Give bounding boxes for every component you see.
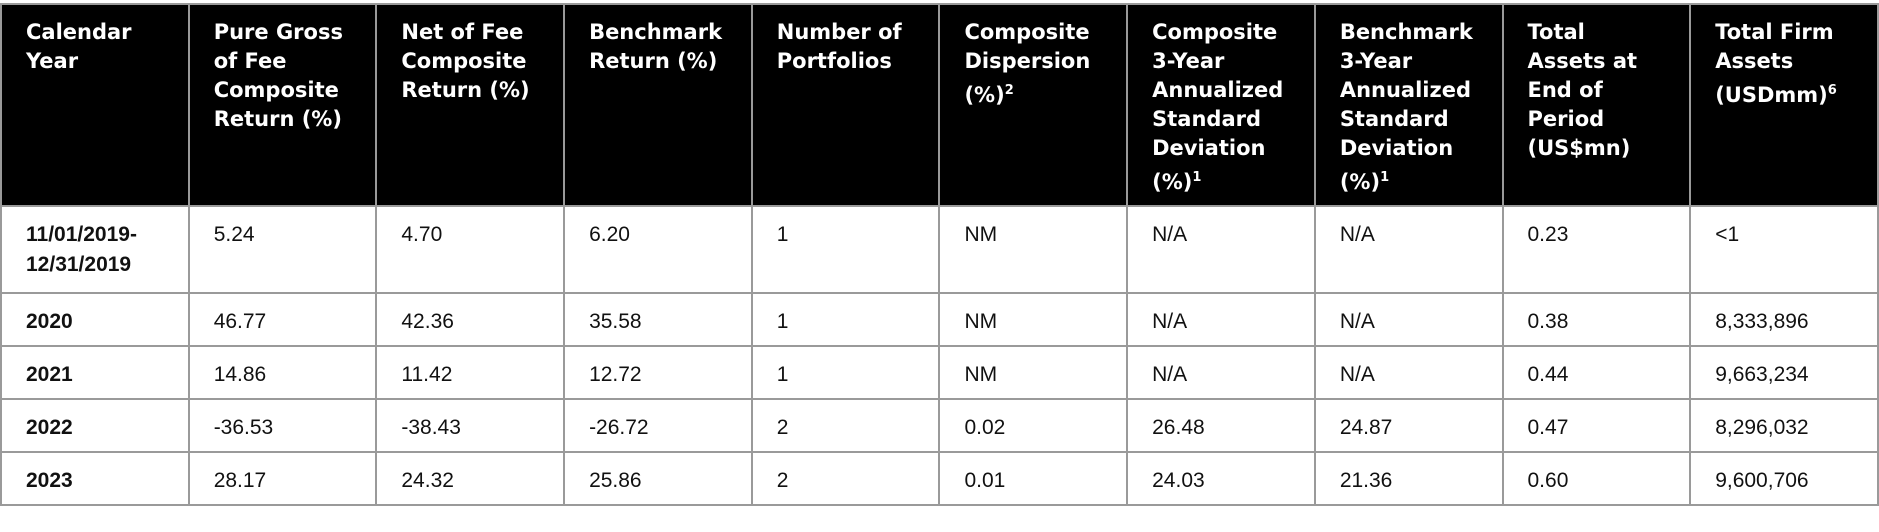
header-text: Total Firm Assets (USDmm) (1715, 20, 1834, 107)
performance-table: Calendar Year Pure Gross of Fee Composite… (0, 3, 1879, 506)
header-row: Calendar Year Pure Gross of Fee Composite… (0, 3, 1879, 207)
value-cell: 1 (750, 205, 941, 294)
footnote-ref: 1 (1380, 170, 1390, 185)
value-cell: NM (938, 205, 1129, 294)
header-text: Pure Gross of Fee Composite Return (%) (213, 20, 343, 131)
table-row: 11/01/2019-12/31/2019 5.24 4.70 6.20 1 NM N/A N… (0, 205, 1879, 294)
header-text: Benchmark 3-Year Annualized Standard Dev… (1339, 20, 1473, 194)
year-cell: 2022 (0, 398, 190, 453)
header-text: Composite 3-Year Annualized Standard Dev… (1152, 20, 1284, 194)
table-header: Calendar Year Pure Gross of Fee Composite… (0, 3, 1879, 207)
header-text: Calendar Year (26, 20, 132, 73)
value-cell: 0.60 (1501, 451, 1692, 506)
value-cell: -26.72 (563, 398, 753, 453)
value-cell: -36.53 (187, 398, 378, 453)
value-cell: 26.48 (1126, 398, 1316, 453)
value-cell: N/A (1313, 205, 1504, 294)
header-cell: Benchmark Return (%) (563, 3, 753, 207)
table-row: 2021 14.86 11.42 12.72 1 NM N/A N/A 0.44 9,663,23… (0, 345, 1879, 400)
value-cell: 9,600,706 (1689, 451, 1879, 506)
table-row: 2023 28.17 24.32 25.86 2 0.01 24.03 21.36 0.60 9,… (0, 451, 1879, 506)
value-cell: 25.86 (563, 451, 753, 506)
header-cell: Benchmark 3-Year Annualized Standard Dev… (1313, 3, 1504, 207)
value-cell: 5.24 (187, 205, 378, 294)
value-cell: 35.58 (563, 292, 753, 347)
value-cell: 8,296,032 (1689, 398, 1879, 453)
header-cell: Number of Portfolios (750, 3, 941, 207)
value-cell: 0.38 (1501, 292, 1692, 347)
value-cell: <1 (1689, 205, 1879, 294)
header-text: Total Assets at End of Period (US$mn) (1527, 20, 1638, 160)
value-cell: 2 (750, 398, 941, 453)
value-cell: 14.86 (187, 345, 378, 400)
value-cell: 1 (750, 345, 941, 400)
value-cell: 0.47 (1501, 398, 1692, 453)
value-cell: 42.36 (375, 292, 566, 347)
header-cell: Composite 3-Year Annualized Standard Dev… (1126, 3, 1316, 207)
value-cell: 0.02 (938, 398, 1129, 453)
header-text: Benchmark Return (%) (589, 20, 723, 73)
table-body: 11/01/2019-12/31/2019 5.24 4.70 6.20 1 NM N/A N… (0, 205, 1879, 506)
value-cell: N/A (1126, 205, 1316, 294)
page: Calendar Year Pure Gross of Fee Composite… (0, 3, 1879, 532)
header-cell: Pure Gross of Fee Composite Return (%) (187, 3, 378, 207)
value-cell: N/A (1313, 345, 1504, 400)
year-cell: 2020 (0, 292, 190, 347)
value-cell: NM (938, 345, 1129, 400)
value-cell: 2 (750, 451, 941, 506)
value-cell: 28.17 (187, 451, 378, 506)
value-cell: 24.03 (1126, 451, 1316, 506)
table-row: 2022 -36.53 -38.43 -26.72 2 0.02 26.48 24.87 0.4… (0, 398, 1879, 453)
value-cell: 6.20 (563, 205, 753, 294)
header-cell: Total Firm Assets (USDmm)6 (1689, 3, 1879, 207)
value-cell: N/A (1313, 292, 1504, 347)
value-cell: NM (938, 292, 1129, 347)
value-cell: 21.36 (1313, 451, 1504, 506)
value-cell: 12.72 (563, 345, 753, 400)
value-cell: 8,333,896 (1689, 292, 1879, 347)
year-cell: 11/01/2019-12/31/2019 (0, 205, 190, 294)
year-cell: 2023 (0, 451, 190, 506)
header-cell: Total Assets at End of Period (US$mn) (1501, 3, 1692, 207)
value-cell: 4.70 (375, 205, 566, 294)
header-cell: Net of Fee Composite Return (%) (375, 3, 566, 207)
value-cell: 24.87 (1313, 398, 1504, 453)
header-text: Composite Dispersion (%) (964, 20, 1091, 107)
table-row: 2020 46.77 42.36 35.58 1 NM N/A N/A 0.38 8,333,89… (0, 292, 1879, 347)
value-cell: 0.23 (1501, 205, 1692, 294)
header-text: Net of Fee Composite Return (%) (401, 20, 530, 102)
header-cell: Calendar Year (0, 3, 190, 207)
value-cell: 1 (750, 292, 941, 347)
value-cell: N/A (1126, 345, 1316, 400)
header-text: Number of Portfolios (776, 20, 902, 73)
year-cell: 2021 (0, 345, 190, 400)
footnote-ref: 2 (1004, 83, 1014, 98)
value-cell: 46.77 (187, 292, 378, 347)
footnote-ref: 1 (1192, 170, 1202, 185)
footnote-ref: 6 (1827, 83, 1837, 98)
value-cell: 11.42 (375, 345, 566, 400)
value-cell: N/A (1126, 292, 1316, 347)
header-cell: Composite Dispersion (%)2 (938, 3, 1129, 207)
value-cell: 24.32 (375, 451, 566, 506)
value-cell: -38.43 (375, 398, 566, 453)
value-cell: 0.44 (1501, 345, 1692, 400)
value-cell: 9,663,234 (1689, 345, 1879, 400)
value-cell: 0.01 (938, 451, 1129, 506)
